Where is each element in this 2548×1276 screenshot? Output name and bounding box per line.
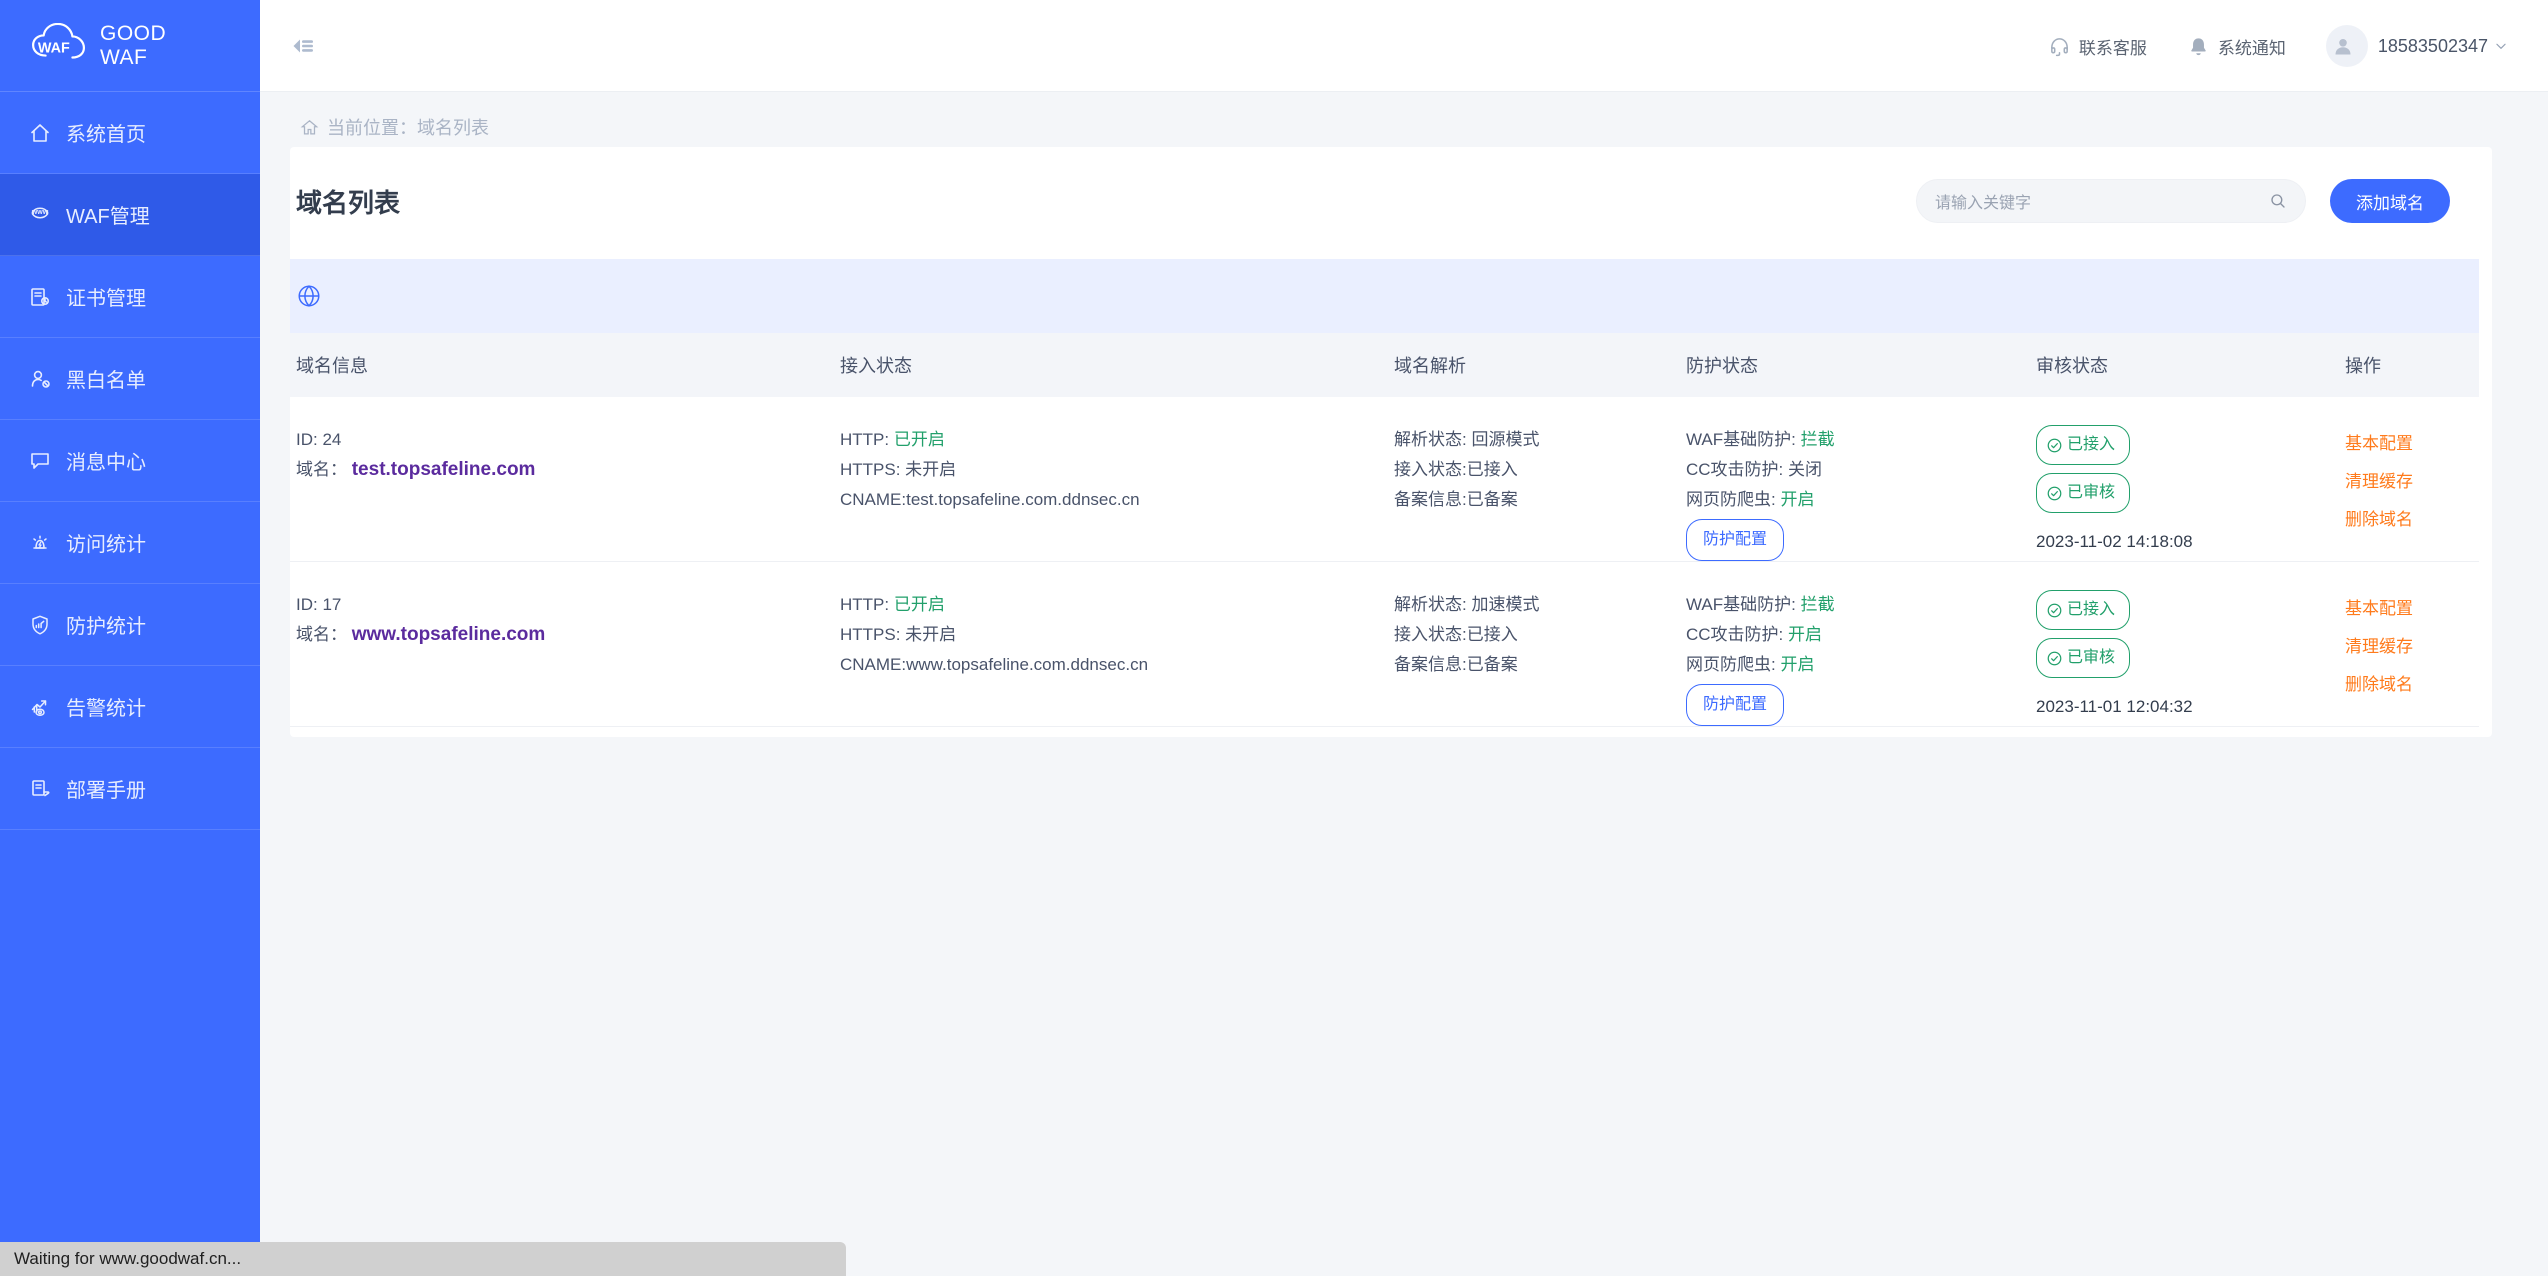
svg-text:WAF: WAF [38, 40, 70, 56]
svg-text:www: www [31, 209, 49, 216]
